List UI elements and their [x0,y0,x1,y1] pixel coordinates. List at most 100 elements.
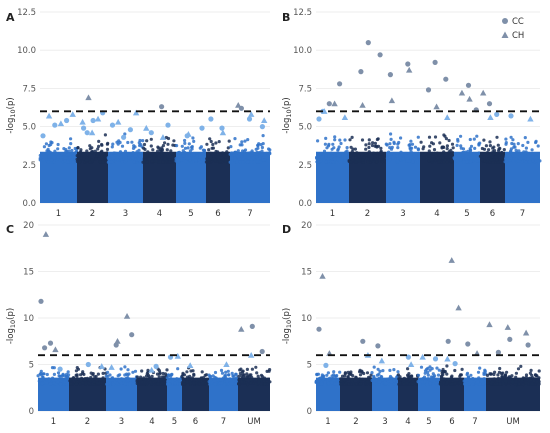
snp-point [343,153,347,157]
snp-point [164,135,168,140]
snp-point [447,138,451,143]
y-axis-label: -log10(p) [6,308,17,344]
snp-point [347,382,351,386]
snp-point [179,156,183,160]
chromosome-label: 3 [400,209,405,219]
snp-point [76,146,80,150]
snp-point [398,381,402,385]
snp-point [224,370,228,374]
snp-point [449,148,453,152]
snp-point [529,368,533,372]
snp-point [503,379,507,383]
snp-point [453,152,457,156]
snp-point [252,160,256,164]
snp-point [517,382,521,386]
snp-point [427,135,432,139]
snp-point [460,367,464,371]
snp-point [511,159,515,163]
chromosome-label: 7 [520,209,525,219]
snp-point [408,378,412,382]
ch-marker [45,112,53,119]
ch-marker [378,357,386,364]
snp-point [381,369,385,373]
ch-marker [321,108,328,114]
snp-point [375,137,379,142]
snp-point [124,155,128,160]
snp-point [202,148,207,152]
ch-marker [331,100,338,107]
snp-point [230,151,234,155]
snp-point [466,149,470,153]
snp-point [349,154,353,158]
snp-point [139,143,143,147]
snp-point [59,382,63,386]
snp-point [38,156,42,160]
snp-point [150,374,154,378]
snp-point [249,378,253,382]
cc-marker [121,134,127,140]
snp-point [460,377,464,381]
snp-point [100,149,104,153]
ch-marker [132,109,140,116]
snp-point [375,154,379,158]
snp-point [228,160,232,164]
snp-point [440,153,444,157]
snp-point [354,153,358,157]
snp-point [396,370,400,374]
cc-marker [81,125,87,131]
snp-point [466,378,470,382]
cc-marker [387,72,393,78]
snp-point [324,136,328,140]
snp-point [366,380,370,384]
snp-point [487,148,491,152]
ch-marker [466,95,473,102]
snp-point [173,381,177,385]
snp-point [263,382,267,386]
snp-point [192,139,196,143]
y-tick-label: 0 [307,407,312,417]
chromosome-label: 7 [247,209,252,219]
snp-point [67,373,71,377]
snp-point [246,138,250,142]
snp-point [436,377,440,381]
snp-point [247,156,251,160]
panel-b: 0.02.55.07.510.012.51 2 3 4 5 6 7B-log10(p)CCC… [282,8,542,219]
snp-point [149,137,153,141]
snp-point [48,382,53,386]
snp-point [405,381,409,385]
snp-point [47,155,51,159]
snp-point [433,135,438,139]
snp-point [187,142,191,146]
snp-point [530,148,534,152]
snp-point [447,155,452,159]
snp-point [223,373,228,377]
snp-point [162,152,166,156]
snp-point [333,157,337,161]
snp-point [385,377,390,381]
y-tick-label: 10.0 [293,46,312,56]
snp-point [322,377,326,381]
snp-point [149,144,153,148]
ch-marker [359,102,366,108]
snp-point [220,381,224,385]
snp-point [496,143,500,147]
snp-point [237,157,242,161]
snp-point [163,141,167,145]
snp-point [41,375,45,380]
snp-point [331,376,335,380]
ch-marker [235,102,242,108]
snp-point [434,381,438,385]
snp-point [52,366,56,370]
snp-point [426,373,430,377]
ch-marker [94,115,102,122]
snp-point [194,381,198,385]
cc-marker [249,323,255,329]
snp-point [231,374,235,378]
snp-point [213,382,217,386]
snp-point [388,155,392,159]
snp-point [365,371,370,375]
panel-label: C [6,223,14,236]
snp-point [519,364,523,368]
snp-point [93,375,97,379]
snp-point [427,158,431,163]
